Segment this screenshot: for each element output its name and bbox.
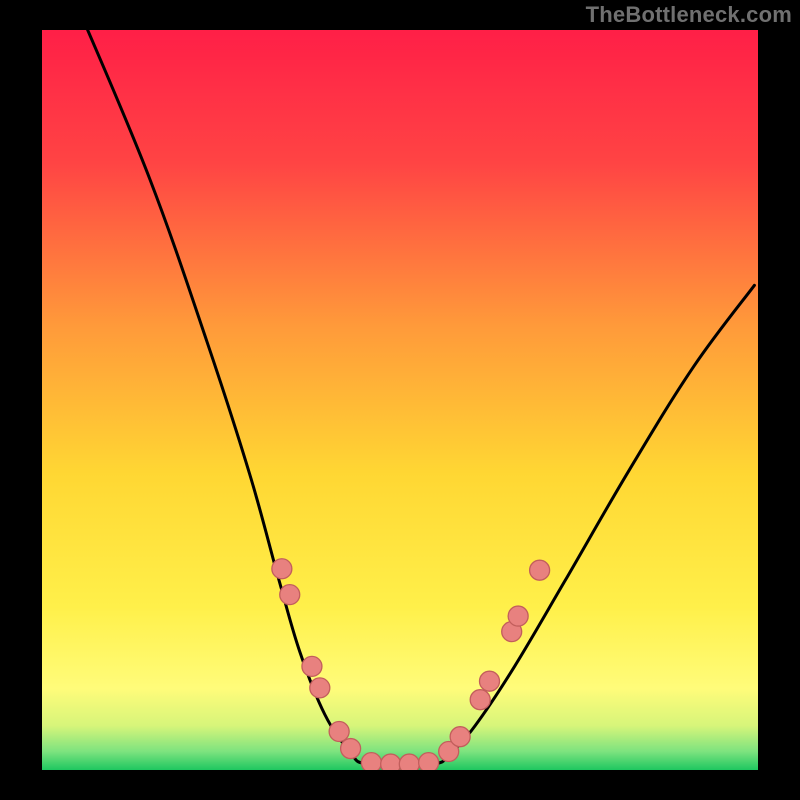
curve-marker (310, 678, 330, 698)
curve-marker (341, 739, 361, 759)
curve-marker (530, 560, 550, 580)
curve-marker (419, 753, 439, 773)
plot-background (42, 30, 758, 770)
curve-marker (302, 656, 322, 676)
curve-marker (450, 727, 470, 747)
curve-marker (361, 753, 381, 773)
curve-marker (470, 690, 490, 710)
curve-marker (480, 671, 500, 691)
frame-left (0, 0, 42, 800)
curve-marker (272, 559, 292, 579)
curve-marker (329, 722, 349, 742)
watermark-text: TheBottleneck.com (586, 2, 792, 28)
bottleneck-chart (0, 0, 800, 800)
frame-bottom (0, 770, 800, 800)
curve-marker (508, 606, 528, 626)
curve-marker (280, 585, 300, 605)
frame-right (758, 0, 800, 800)
